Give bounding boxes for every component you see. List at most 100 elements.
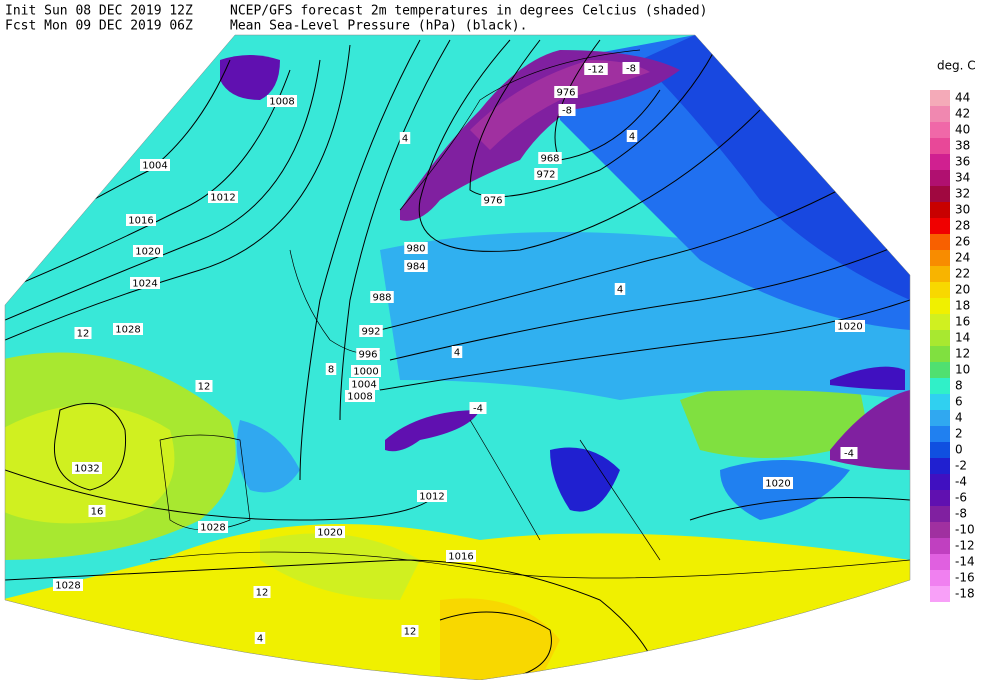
legend-swatch bbox=[930, 442, 950, 458]
map-label: 976 bbox=[556, 88, 575, 99]
map-label: 1020 bbox=[765, 479, 790, 490]
label-box bbox=[835, 320, 865, 332]
legend-swatch bbox=[930, 250, 950, 266]
legend-label: 40 bbox=[955, 123, 970, 137]
map-label: -4 bbox=[473, 404, 483, 415]
label-box bbox=[195, 380, 213, 392]
legend-label: 34 bbox=[955, 171, 970, 185]
map-label: 1004 bbox=[351, 380, 376, 391]
map-label: 1008 bbox=[347, 392, 372, 403]
legend-swatch bbox=[930, 138, 950, 154]
legend-swatch bbox=[930, 538, 950, 554]
legend-swatch bbox=[930, 346, 950, 362]
legend-label: -4 bbox=[955, 475, 967, 489]
init-time: Init Sun 08 DEC 2019 12Z bbox=[5, 4, 193, 19]
label-box bbox=[469, 402, 487, 414]
label-box bbox=[538, 152, 562, 164]
map-labels: 1008100410121016102010241028976968972976… bbox=[53, 62, 865, 645]
legend-swatch bbox=[930, 506, 950, 522]
label-box bbox=[133, 245, 163, 257]
map-label: 12 bbox=[198, 382, 211, 393]
map-label: 988 bbox=[372, 293, 391, 304]
label-box bbox=[345, 390, 375, 402]
legend-swatch bbox=[930, 554, 950, 570]
label-box bbox=[53, 579, 83, 591]
map-label: 1020 bbox=[135, 247, 160, 258]
map-label: 972 bbox=[536, 170, 555, 181]
label-box bbox=[359, 325, 383, 337]
label-box bbox=[399, 132, 411, 144]
map-label: 12 bbox=[256, 588, 269, 599]
legend-label: 42 bbox=[955, 107, 970, 121]
legend-label: 26 bbox=[955, 235, 970, 249]
legend-label: 0 bbox=[955, 443, 963, 457]
label-box bbox=[558, 104, 576, 116]
label-box bbox=[140, 159, 170, 171]
label-box bbox=[404, 260, 428, 272]
map-label: 984 bbox=[406, 262, 425, 273]
label-box bbox=[622, 62, 640, 74]
legend-swatch bbox=[930, 234, 950, 250]
subtitle: Mean Sea-Level Pressure (hPa) (black). bbox=[230, 19, 527, 34]
label-box bbox=[554, 86, 578, 98]
legend-swatch bbox=[930, 106, 950, 122]
label-box bbox=[417, 490, 447, 502]
label-box bbox=[198, 521, 228, 533]
map-label: 1028 bbox=[115, 325, 140, 336]
legend-label: 12 bbox=[955, 347, 970, 361]
legend-swatch bbox=[930, 266, 950, 282]
label-box bbox=[401, 625, 419, 637]
legend-swatch bbox=[930, 378, 950, 394]
label-box bbox=[130, 277, 160, 289]
map-label: 980 bbox=[406, 244, 425, 255]
legend-label: 18 bbox=[955, 299, 970, 313]
legend-label: 38 bbox=[955, 139, 970, 153]
label-box bbox=[614, 283, 626, 295]
label-box bbox=[253, 586, 271, 598]
label-box bbox=[404, 242, 428, 254]
label-box bbox=[356, 348, 380, 360]
label-box bbox=[74, 327, 92, 339]
legend-swatch bbox=[930, 586, 950, 602]
legend-label: -2 bbox=[955, 459, 967, 473]
map-label: 992 bbox=[361, 327, 380, 338]
legend-label: 20 bbox=[955, 283, 970, 297]
legend-label: 10 bbox=[955, 363, 970, 377]
label-box bbox=[88, 505, 106, 517]
legend-swatch bbox=[930, 186, 950, 202]
legend-swatch bbox=[930, 394, 950, 410]
map-label: -8 bbox=[562, 106, 572, 117]
map-label: 976 bbox=[483, 196, 502, 207]
label-box bbox=[349, 378, 379, 390]
map-label: 12 bbox=[77, 329, 90, 340]
map-label: 1004 bbox=[142, 161, 167, 172]
label-box bbox=[113, 323, 143, 335]
title: NCEP/GFS forecast 2m temperatures in deg… bbox=[230, 4, 707, 19]
legend-label: 24 bbox=[955, 251, 970, 265]
map-label: 8 bbox=[328, 365, 334, 376]
legend-label: 16 bbox=[955, 315, 970, 329]
map-label: -4 bbox=[844, 449, 854, 460]
legend-swatch bbox=[930, 474, 950, 490]
label-box bbox=[534, 168, 558, 180]
map-label: 16 bbox=[91, 507, 104, 518]
label-box bbox=[763, 477, 793, 489]
legend: 4442403836343230282624222018161412108642… bbox=[930, 90, 975, 602]
map-label: 1012 bbox=[210, 193, 235, 204]
legend-swatch bbox=[930, 314, 950, 330]
legend-label: 2 bbox=[955, 427, 963, 441]
legend-swatch bbox=[930, 458, 950, 474]
label-box bbox=[584, 63, 608, 75]
legend-swatch bbox=[930, 522, 950, 538]
legend-swatch bbox=[930, 570, 950, 586]
label-box bbox=[481, 194, 505, 206]
legend-swatch bbox=[930, 410, 950, 426]
label-box bbox=[840, 447, 858, 459]
legend-label: -16 bbox=[955, 571, 975, 585]
legend-label: -8 bbox=[955, 507, 967, 521]
legend-swatch bbox=[930, 218, 950, 234]
legend-swatch bbox=[930, 490, 950, 506]
legend-swatch bbox=[930, 362, 950, 378]
legend-swatch bbox=[930, 202, 950, 218]
